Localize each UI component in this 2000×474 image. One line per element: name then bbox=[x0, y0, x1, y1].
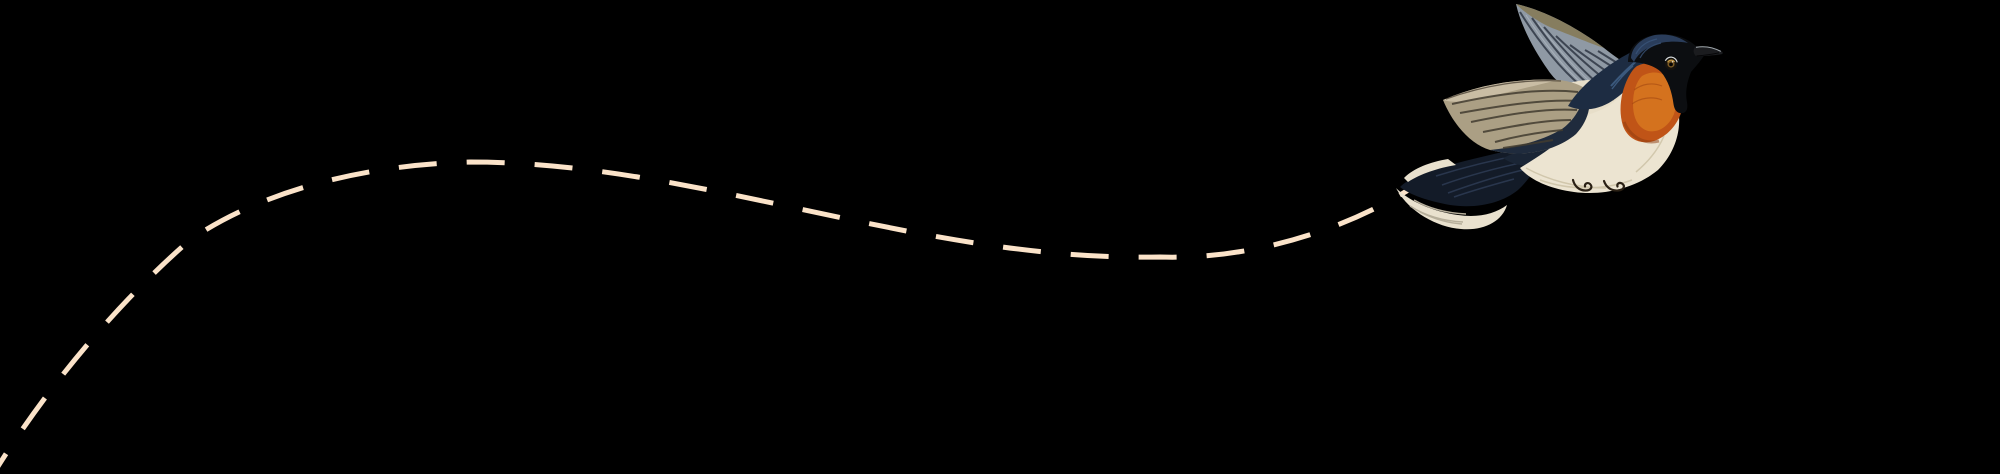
near-wing bbox=[1443, 79, 1626, 154]
crown-navy-sheen bbox=[1631, 34, 1688, 62]
tail-white-fringe bbox=[1396, 188, 1507, 230]
eye-ring bbox=[1664, 56, 1678, 63]
near-wing-leading-edge bbox=[1445, 80, 1562, 100]
far-wing-feather-lines bbox=[1519, 11, 1623, 87]
beak-ridge-highlight bbox=[1695, 46, 1722, 52]
crown-mottle-lines bbox=[1635, 38, 1662, 59]
head-black-cap-and-mask bbox=[1628, 34, 1706, 114]
feet bbox=[1571, 178, 1625, 192]
swallow-illustration bbox=[1396, 4, 1723, 230]
tail-fringe-scallops bbox=[1409, 199, 1467, 225]
beak-gape-line bbox=[1696, 52, 1720, 57]
throat-dark-rim bbox=[1622, 121, 1660, 144]
eye-glint bbox=[1671, 61, 1674, 63]
left-foot bbox=[1571, 178, 1593, 192]
eye-pupil bbox=[1669, 62, 1673, 67]
near-wing-feather-lines bbox=[1451, 89, 1581, 149]
eye bbox=[1664, 56, 1678, 70]
far-wing bbox=[1516, 4, 1627, 88]
far-wing-highlight-lines bbox=[1525, 14, 1592, 86]
near-wing-cream-band bbox=[1443, 79, 1558, 102]
head bbox=[1628, 34, 1706, 114]
near-wing-navy-patch bbox=[1490, 89, 1590, 154]
tail-white-top-patch bbox=[1404, 159, 1456, 182]
beak bbox=[1693, 46, 1723, 57]
right-foot bbox=[1602, 179, 1625, 192]
throat-texture-lines bbox=[1631, 83, 1663, 105]
eye-iris-highlight bbox=[1667, 59, 1676, 63]
flight-path-line bbox=[0, 159, 1420, 468]
